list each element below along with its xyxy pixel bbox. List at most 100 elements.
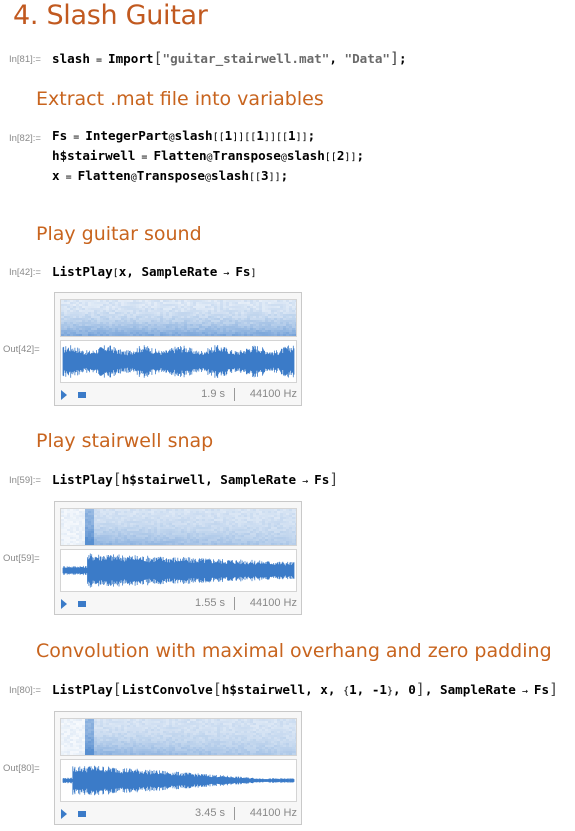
spectrogram-cell [292, 733, 295, 735]
play-icon[interactable] [61, 390, 67, 400]
spectrogram-cell [166, 527, 169, 529]
spectrogram-cell [82, 723, 85, 725]
spectrogram-cell [217, 535, 220, 537]
spectrogram-cell [256, 300, 259, 302]
spectrogram-cell [241, 318, 244, 320]
play-icon[interactable] [61, 809, 67, 819]
spectrogram-cell [175, 751, 178, 753]
spectrogram-cell [223, 727, 226, 729]
spectrogram-cell [247, 737, 250, 739]
spectrogram-cell [154, 308, 157, 310]
spectrogram-cell [235, 316, 238, 318]
spectrogram-cell [61, 521, 64, 523]
spectrogram-cell [199, 525, 202, 527]
spectrogram-cell [295, 729, 296, 731]
spectrogram-cell [154, 310, 157, 312]
spectrogram-cell [202, 749, 205, 751]
spectrogram-cell [115, 737, 118, 739]
spectrogram-cell [61, 725, 64, 727]
spectrogram-cell [97, 314, 100, 316]
stop-icon[interactable] [78, 601, 86, 607]
spectrogram-cell [250, 322, 253, 324]
stop-icon[interactable] [78, 811, 86, 817]
spectrogram-cell [193, 741, 196, 743]
spectrogram-cell [259, 314, 262, 316]
spectrogram-cell [268, 531, 271, 533]
sound-player-80[interactable]: 3.45 s 44100 Hz [54, 711, 302, 825]
spectrogram-cell [274, 306, 277, 308]
input-cell-42[interactable]: ListPlay[x, SampleRate → Fs] [52, 264, 257, 279]
spectrogram-cell [148, 318, 151, 320]
spectrogram-cell [253, 304, 256, 306]
spectrogram-cell [103, 312, 106, 314]
spectrogram-cell [79, 533, 82, 535]
spectrogram-cell [82, 731, 85, 733]
spectrogram-cell [94, 312, 97, 314]
input-cell-59[interactable]: ListPlay[h$stairwell, SampleRate → Fs] [52, 470, 338, 488]
spectrogram-cell [223, 332, 226, 334]
spectrogram-cell [211, 745, 214, 747]
spectrogram-cell [217, 539, 220, 541]
spectrogram-cell [247, 531, 250, 533]
spectrogram-cell [223, 731, 226, 733]
spectrogram-cell [121, 300, 124, 302]
spectrogram-cell [133, 509, 136, 511]
input-cell-82-line-1[interactable]: Fs = IntegerPart@slash[[1]][[1]][[1]]; [52, 128, 315, 143]
spectrogram-cell [154, 302, 157, 304]
spectrogram-cell [109, 749, 112, 751]
spectrogram-cell [163, 330, 166, 332]
spectrogram-cell [217, 729, 220, 731]
spectrogram-cell [85, 527, 88, 529]
spectrogram-cell [205, 753, 208, 755]
spectrogram-cell [94, 330, 97, 332]
spectrogram-cell [166, 511, 169, 513]
spectrogram-cell [229, 743, 232, 745]
spectrogram-cell [277, 743, 280, 745]
spectrogram-cell [256, 525, 259, 527]
spectrogram-cell [289, 312, 292, 314]
input-cell-80[interactable]: ListPlay[ListConvolve[h$stairwell, x, {1… [52, 680, 558, 698]
spectrogram-cell [163, 749, 166, 751]
spectrogram-cell [67, 737, 70, 739]
spectrogram-cell [79, 751, 82, 753]
spectrogram-cell [100, 517, 103, 519]
spectrogram-cell [61, 513, 64, 515]
spectrogram-cell [124, 539, 127, 541]
spectrogram-cell [184, 326, 187, 328]
spectrogram-cell [148, 533, 151, 535]
spectrogram-cell [106, 743, 109, 745]
spectrogram-cell [202, 719, 205, 721]
input-cell-82-line-2[interactable]: h$stairwell = Flatten@Transpose@slash[[2… [52, 148, 364, 163]
spectrogram-cell [232, 739, 235, 741]
spectrogram-cell [82, 753, 85, 755]
spectrogram-cell [121, 529, 124, 531]
spectrogram-cell [247, 330, 250, 332]
spectrogram-cell [217, 334, 220, 336]
input-cell-82-line-3[interactable]: x = Flatten@Transpose@slash[[3]]; [52, 168, 288, 183]
spectrogram-cell [157, 543, 160, 545]
spectrogram-cell [79, 306, 82, 308]
spectrogram-cell [97, 743, 100, 745]
spectrogram-cell [103, 515, 106, 517]
spectrogram-cell [286, 737, 289, 739]
spectrogram-cell [124, 737, 127, 739]
spectrogram-cell [253, 539, 256, 541]
spectrogram-cell [268, 739, 271, 741]
play-icon[interactable] [61, 599, 67, 609]
spectrogram-cell [82, 306, 85, 308]
spectrogram-cell [217, 314, 220, 316]
sound-player-42[interactable]: 1.9 s 44100 Hz [54, 292, 302, 406]
spectrogram-cell [109, 527, 112, 529]
code-token: 1 [288, 128, 296, 143]
spectrogram-cell [190, 328, 193, 330]
spectrogram-cell [190, 725, 193, 727]
spectrogram-cell [94, 733, 97, 735]
spectrogram-cell [232, 527, 235, 529]
spectrogram-cell [268, 320, 271, 322]
input-cell-81[interactable]: slash = Import["guitar_stairwell.mat", "… [52, 49, 407, 67]
spectrogram-cell [223, 735, 226, 737]
spectrogram-cell [127, 733, 130, 735]
sound-player-59[interactable]: 1.55 s 44100 Hz [54, 501, 302, 615]
spectrogram-cell [73, 723, 76, 725]
stop-icon[interactable] [78, 392, 86, 398]
